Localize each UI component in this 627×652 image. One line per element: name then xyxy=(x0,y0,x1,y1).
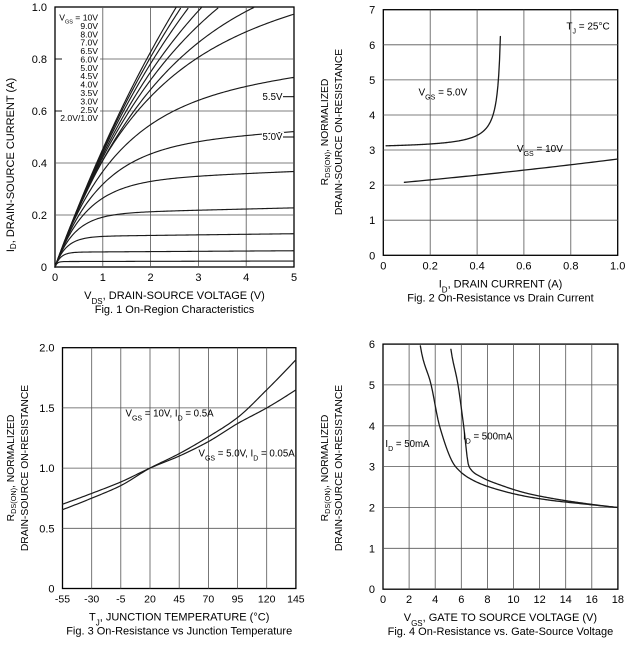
svg-text:70: 70 xyxy=(203,594,215,606)
svg-text:RDS(ON), NORMALIZED: RDS(ON), NORMALIZED xyxy=(320,415,332,522)
svg-text:5.0V: 5.0V xyxy=(263,132,283,143)
svg-text:0.2: 0.2 xyxy=(32,210,47,222)
svg-text:4: 4 xyxy=(432,594,438,606)
svg-text:12: 12 xyxy=(533,594,545,606)
svg-text:1.0: 1.0 xyxy=(39,463,54,475)
svg-text:145: 145 xyxy=(287,594,305,606)
svg-text:16: 16 xyxy=(586,594,598,606)
svg-text:3: 3 xyxy=(195,272,201,284)
svg-text:14: 14 xyxy=(560,594,572,606)
svg-text:VGS = 5.0V: VGS = 5.0V xyxy=(419,88,468,102)
svg-text:-55: -55 xyxy=(55,594,70,606)
svg-text:0: 0 xyxy=(48,584,54,596)
svg-text:0.8: 0.8 xyxy=(563,260,578,272)
svg-text:5.5V: 5.5V xyxy=(263,92,283,103)
svg-text:0: 0 xyxy=(380,594,386,606)
svg-text:4: 4 xyxy=(369,110,375,122)
svg-text:ID = 500mA: ID = 500mA xyxy=(463,432,513,446)
svg-text:45: 45 xyxy=(173,594,185,606)
svg-text:TJ = 25°C: TJ = 25°C xyxy=(566,22,609,36)
svg-text:4: 4 xyxy=(369,421,375,433)
svg-text:0.4: 0.4 xyxy=(469,260,484,272)
svg-text:5: 5 xyxy=(291,272,297,284)
svg-text:Fig. 3 On-Resistance vs Junct: Fig. 3 On-Resistance vs Junction Tempera… xyxy=(66,626,292,638)
svg-text:RDS(ON), NORMALIZED: RDS(ON), NORMALIZED xyxy=(320,79,332,186)
svg-text:5: 5 xyxy=(369,380,375,392)
svg-text:VGS = 10V, ID = 0.5A: VGS = 10V, ID = 0.5A xyxy=(126,408,215,422)
svg-text:5: 5 xyxy=(369,75,375,87)
svg-text:2: 2 xyxy=(369,503,375,515)
svg-text:1.0: 1.0 xyxy=(610,260,625,272)
svg-text:DRAIN-SOURCE ON-RESISTANCE: DRAIN-SOURCE ON-RESISTANCE xyxy=(20,385,31,551)
svg-text:0: 0 xyxy=(52,272,58,284)
svg-text:10: 10 xyxy=(507,594,519,606)
svg-text:2.0V/1.0V: 2.0V/1.0V xyxy=(60,113,98,123)
svg-text:0: 0 xyxy=(369,250,375,262)
svg-text:0.2: 0.2 xyxy=(423,260,438,272)
svg-text:DRAIN-SOURCE ON-RESISTANCE: DRAIN-SOURCE ON-RESISTANCE xyxy=(334,49,345,215)
svg-text:6: 6 xyxy=(369,339,375,351)
svg-text:VGS = 5.0V, ID = 0.05A: VGS = 5.0V, ID = 0.05A xyxy=(199,449,296,463)
svg-text:ID = 50mA: ID = 50mA xyxy=(385,439,430,453)
svg-text:0.6: 0.6 xyxy=(516,260,531,272)
svg-text:0: 0 xyxy=(380,260,386,272)
svg-text:2.0: 2.0 xyxy=(39,343,54,355)
svg-text:1: 1 xyxy=(100,272,106,284)
svg-text:6: 6 xyxy=(458,594,464,606)
svg-text:4: 4 xyxy=(243,272,249,284)
svg-text:DRAIN-SOURCE ON-RESISTANCE: DRAIN-SOURCE ON-RESISTANCE xyxy=(334,385,345,551)
svg-text:0: 0 xyxy=(41,262,47,274)
svg-text:-30: -30 xyxy=(84,594,99,606)
svg-text:8: 8 xyxy=(484,594,490,606)
svg-text:0.4: 0.4 xyxy=(32,158,47,170)
svg-text:6: 6 xyxy=(369,40,375,52)
svg-text:1: 1 xyxy=(369,543,375,555)
svg-text:ID, DRAIN-SOURCE CURRENT (A): ID, DRAIN-SOURCE CURRENT (A) xyxy=(5,78,18,252)
svg-text:18: 18 xyxy=(612,594,624,606)
svg-text:RDS(ON), NORMALIZED: RDS(ON), NORMALIZED xyxy=(6,415,18,522)
svg-text:2: 2 xyxy=(369,180,375,192)
svg-text:Fig. 1 On-Region Characterist: Fig. 1 On-Region Characteristics xyxy=(95,304,255,316)
svg-text:120: 120 xyxy=(258,594,276,606)
svg-text:-5: -5 xyxy=(116,594,125,606)
svg-text:0.8: 0.8 xyxy=(32,54,47,66)
svg-text:95: 95 xyxy=(232,594,244,606)
svg-text:1.5: 1.5 xyxy=(39,403,54,415)
svg-text:20: 20 xyxy=(144,594,156,606)
svg-text:3: 3 xyxy=(369,145,375,157)
svg-text:Fig. 4 On-Resistance vs. Gate: Fig. 4 On-Resistance vs. Gate-Source Vol… xyxy=(388,626,614,638)
svg-text:1.0: 1.0 xyxy=(32,2,47,14)
svg-text:3: 3 xyxy=(369,462,375,474)
svg-text:2: 2 xyxy=(406,594,412,606)
svg-text:0.5: 0.5 xyxy=(39,523,54,535)
svg-text:1: 1 xyxy=(369,215,375,227)
svg-text:0.6: 0.6 xyxy=(32,106,47,118)
svg-text:0: 0 xyxy=(369,584,375,596)
svg-text:7: 7 xyxy=(369,5,375,17)
svg-text:2: 2 xyxy=(148,272,154,284)
svg-text:Fig. 2 On-Resistance vs Drain: Fig. 2 On-Resistance vs Drain Current xyxy=(407,292,593,304)
